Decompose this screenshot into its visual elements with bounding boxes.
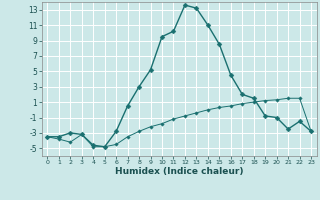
- X-axis label: Humidex (Indice chaleur): Humidex (Indice chaleur): [115, 167, 244, 176]
